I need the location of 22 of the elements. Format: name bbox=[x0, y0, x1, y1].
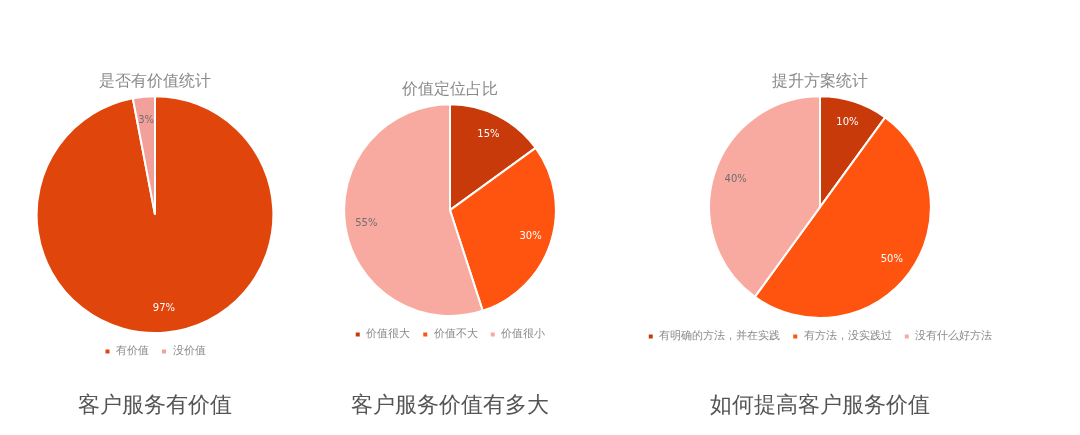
legend-label: 有明确的方法，并在实践 bbox=[659, 329, 781, 343]
data-label: 50% bbox=[880, 252, 903, 264]
legend-label: 没有什么好方法 bbox=[915, 329, 993, 343]
chart-title: 价值定位占比 bbox=[401, 78, 498, 98]
chart-title: 是否有价值统计 bbox=[99, 70, 211, 90]
legend-label: 没价值 bbox=[172, 344, 206, 358]
legend-label: 价值很小 bbox=[500, 327, 546, 341]
data-label: 40% bbox=[724, 173, 747, 185]
data-label: 10% bbox=[836, 116, 859, 128]
chart-title: 提升方案统计 bbox=[772, 70, 868, 90]
data-label: 30% bbox=[519, 229, 542, 241]
data-label: 97% bbox=[152, 302, 176, 314]
legend-label: 有方法，没实践过 bbox=[803, 329, 892, 343]
data-label: 55% bbox=[355, 216, 378, 228]
legend-label: 价值很大 bbox=[365, 327, 411, 341]
legend-label: 有价值 bbox=[116, 344, 149, 358]
legend-label: 价值不大 bbox=[432, 327, 478, 341]
data-label: 3% bbox=[138, 113, 155, 125]
text: 如何提高客户服务价值 bbox=[709, 391, 931, 419]
text: 客户服务价值有多大 bbox=[350, 391, 550, 419]
text: 客户服务有价值 bbox=[77, 391, 233, 419]
data-label: 15% bbox=[477, 128, 500, 140]
